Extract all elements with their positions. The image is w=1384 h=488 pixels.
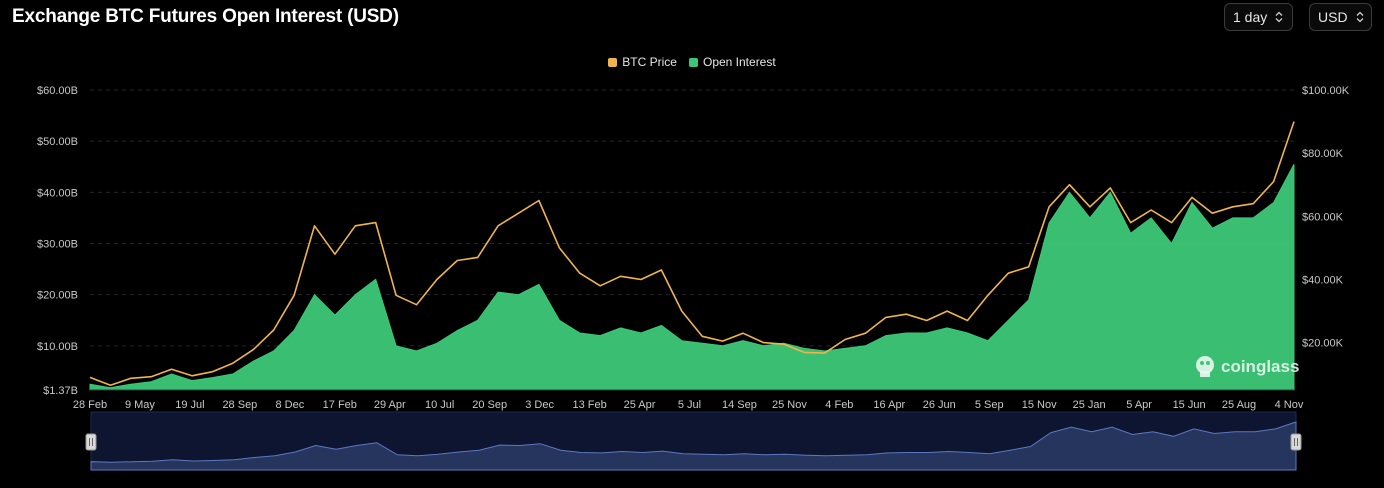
y-right-tick-label: $40.00K — [1302, 274, 1344, 286]
currency-select-value: USD — [1318, 9, 1348, 25]
legend-swatch-open-interest — [688, 57, 698, 67]
legend-swatch-btc-price — [608, 57, 618, 67]
x-tick-label: 25 Aug — [1222, 399, 1256, 411]
y-left-tick-label: $20.00B — [37, 290, 78, 302]
currency-select[interactable]: USD — [1309, 3, 1372, 31]
x-tick-label: 5 Jul — [678, 399, 701, 411]
x-tick-label: 28 Feb — [73, 399, 107, 411]
x-tick-label: 8 Dec — [275, 399, 304, 411]
legend-item-btc-price[interactable]: BTC Price — [608, 55, 677, 69]
y-left-tick-label: $1.37B — [43, 385, 78, 397]
navigator-handle-right[interactable] — [1290, 433, 1302, 451]
y-right-tick-label: $60.00K — [1302, 211, 1344, 223]
coinglass-logo-icon — [1196, 356, 1214, 377]
legend-label-btc-price: BTC Price — [622, 55, 677, 69]
interval-select[interactable]: 1 day — [1224, 3, 1293, 31]
legend-item-open-interest[interactable]: Open Interest — [688, 55, 776, 69]
chart-title: Exchange BTC Futures Open Interest (USD) — [12, 6, 399, 27]
y-left-tick-label: $30.00B — [37, 239, 78, 251]
navigator-handle-left[interactable] — [85, 433, 97, 451]
coinglass-watermark: coinglass — [1196, 356, 1299, 377]
series-btc-price-line[interactable] — [89, 121, 1295, 387]
x-tick-label: 3 Dec — [525, 399, 554, 411]
chart-legend: BTC Price Open Interest — [0, 55, 1384, 69]
x-tick-label: 13 Feb — [572, 399, 606, 411]
range-navigator[interactable] — [85, 411, 1302, 471]
y-left-tick-label: $50.00B — [37, 136, 78, 148]
x-tick-label: 4 Nov — [1275, 399, 1304, 411]
legend-label-open-interest: Open Interest — [702, 55, 776, 69]
x-tick-label: 25 Apr — [624, 399, 656, 411]
x-tick-label: 14 Sep — [722, 399, 757, 411]
x-tick-label: 15 Nov — [1022, 399, 1057, 411]
x-tick-label: 5 Apr — [1126, 399, 1152, 411]
x-tick-label: 25 Nov — [772, 399, 807, 411]
x-tick-label: 28 Sep — [222, 399, 257, 411]
x-tick-label: 17 Feb — [323, 399, 357, 411]
x-tick-label: 19 Jul — [175, 399, 204, 411]
y-right-tick-label: $20.00K — [1302, 338, 1344, 350]
x-tick-label: 20 Sep — [472, 399, 507, 411]
y-right-tick-label: $80.00K — [1302, 148, 1344, 160]
navigator-series — [90, 421, 1297, 471]
chevron-up-down-icon — [1275, 11, 1283, 23]
y-left-tick-label: $60.00B — [37, 85, 78, 97]
y-left-tick-label: $40.00B — [37, 187, 78, 199]
x-tick-label: 10 Jul — [425, 399, 454, 411]
x-tick-label: 9 May — [125, 399, 155, 411]
x-tick-label: 16 Apr — [873, 399, 905, 411]
x-tick-label: 29 Apr — [374, 399, 406, 411]
x-tick-label: 25 Jan — [1073, 399, 1106, 411]
chevron-up-down-icon — [1356, 11, 1364, 23]
x-tick-label: 15 Jun — [1173, 399, 1206, 411]
y-right-tick-label: $100.00K — [1302, 85, 1350, 97]
interval-select-value: 1 day — [1233, 9, 1268, 25]
x-tick-label: 5 Sep — [975, 399, 1004, 411]
x-tick-label: 26 Jun — [923, 399, 956, 411]
y-left-tick-label: $10.00B — [37, 341, 78, 353]
series-open-interest-area[interactable] — [89, 163, 1295, 391]
watermark-text: coinglass — [1221, 357, 1299, 376]
x-tick-label: 4 Feb — [825, 399, 853, 411]
